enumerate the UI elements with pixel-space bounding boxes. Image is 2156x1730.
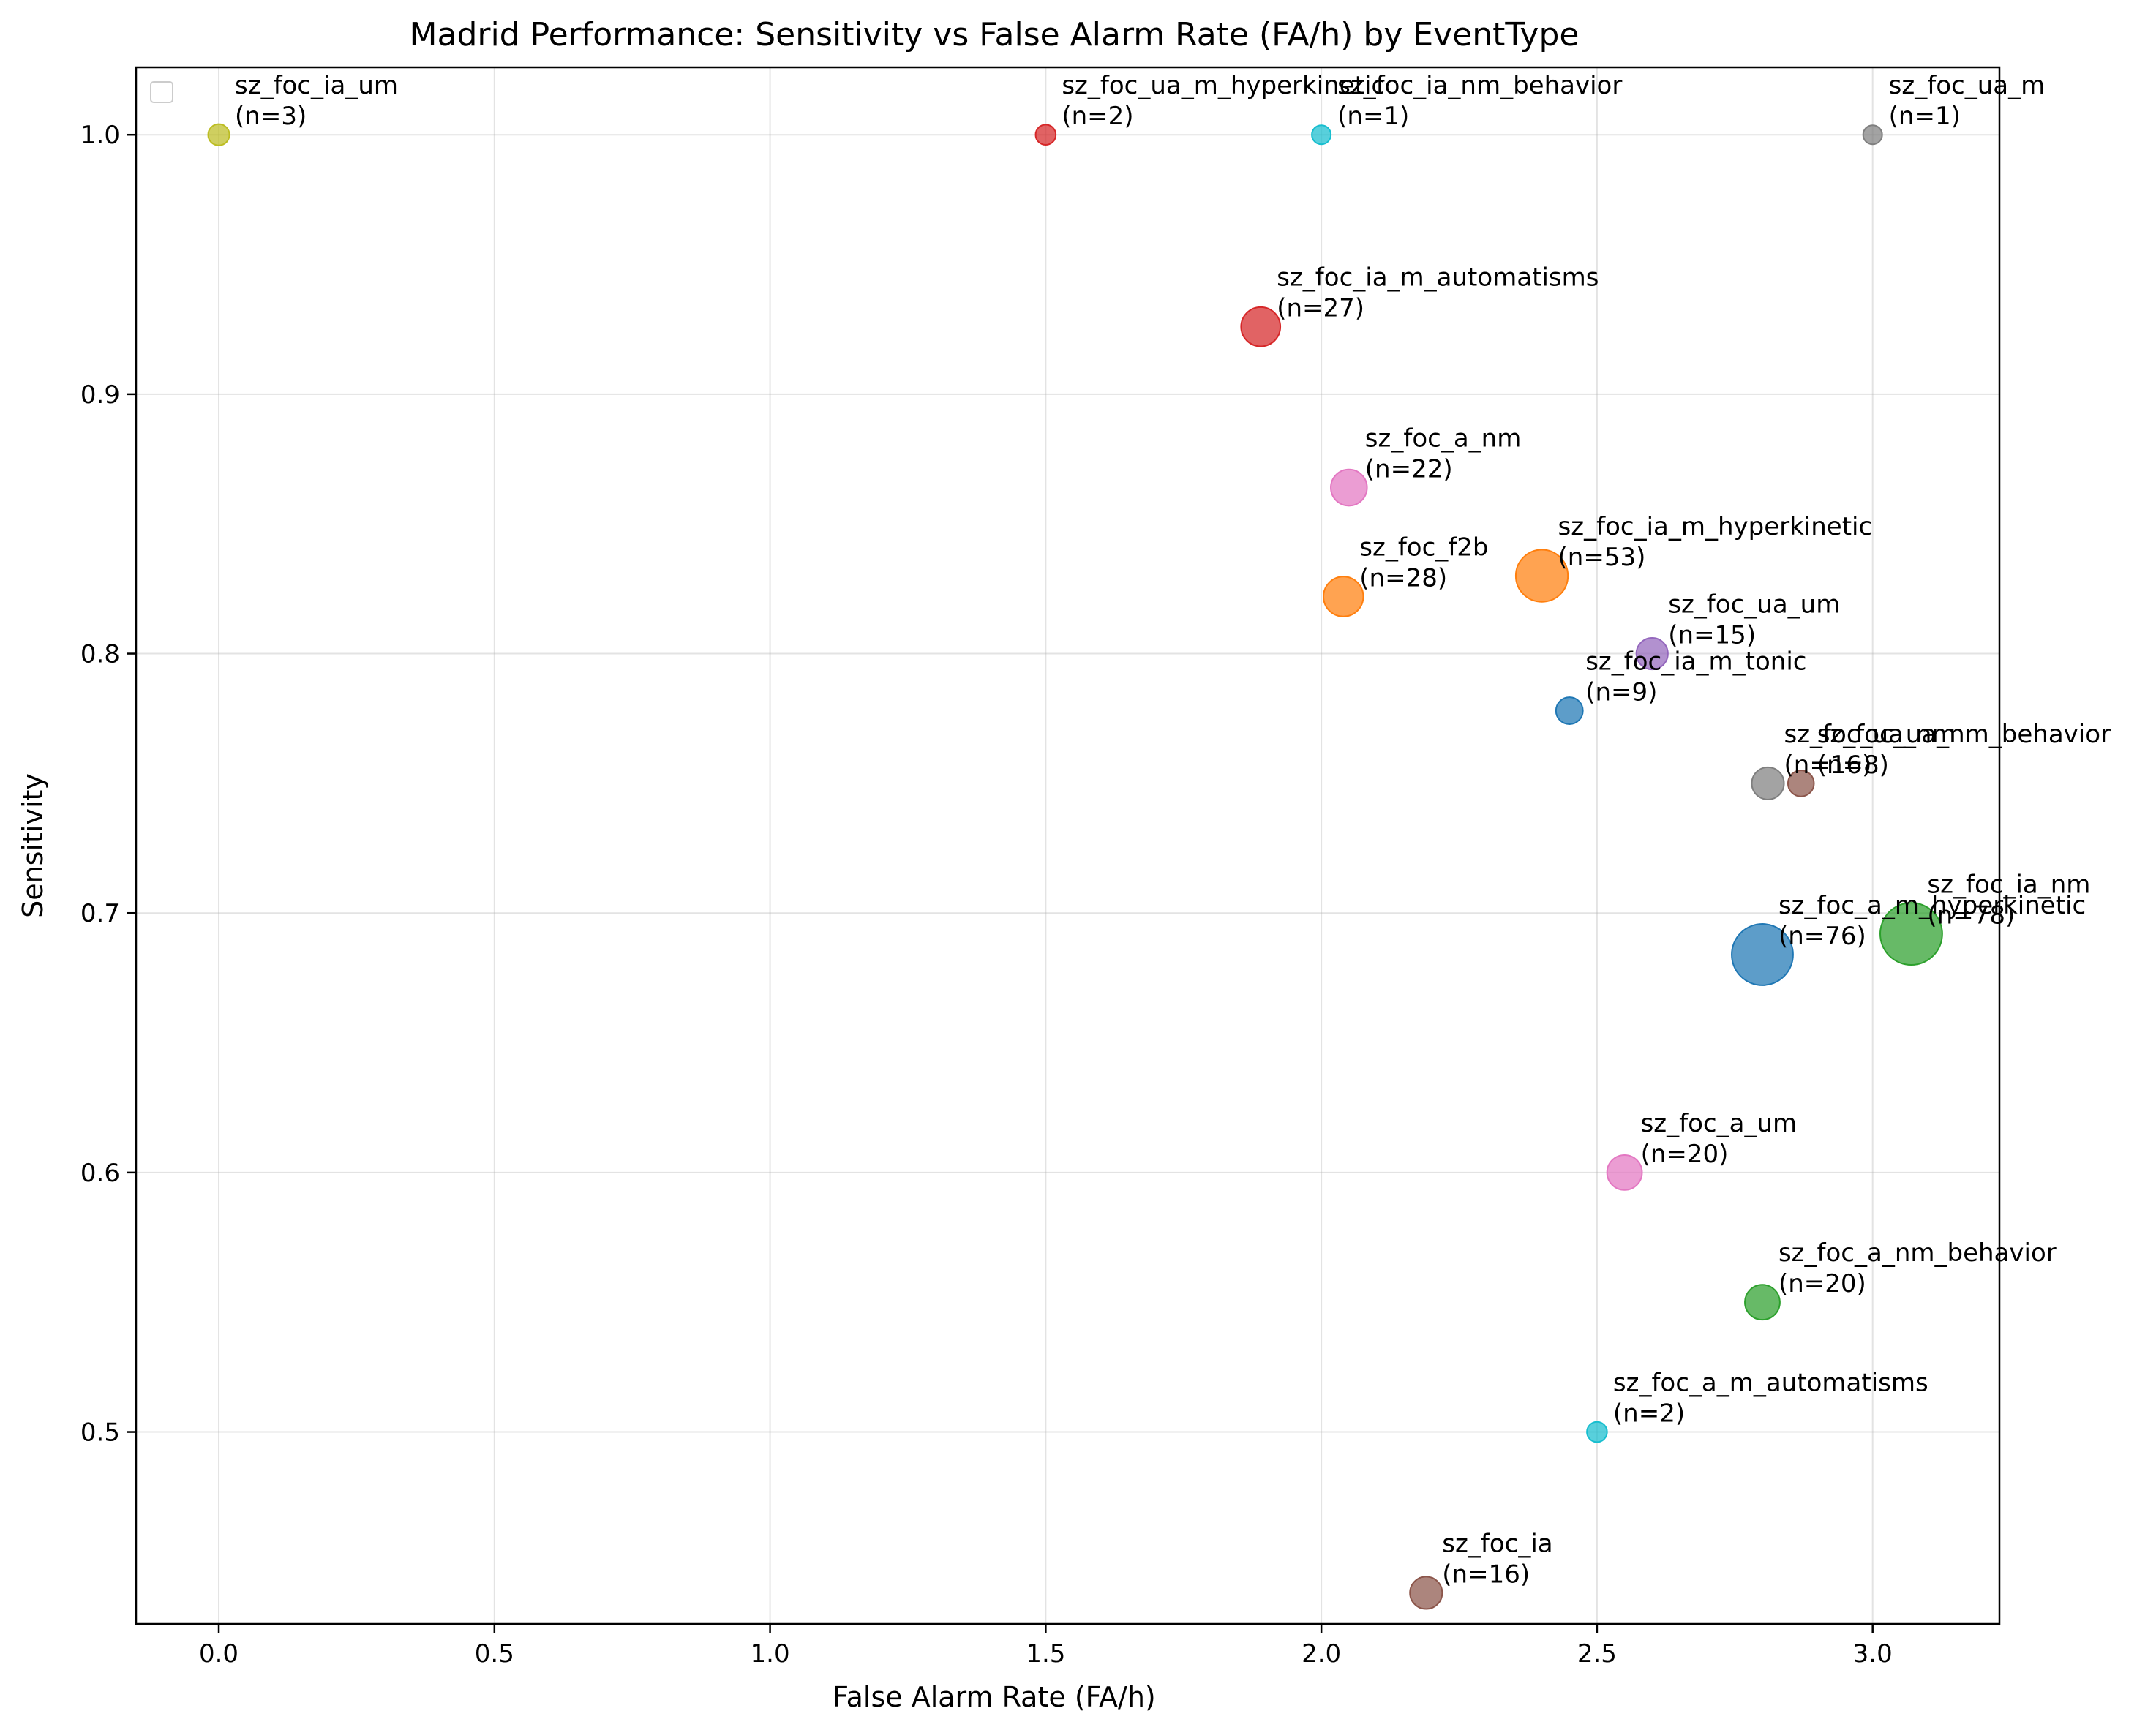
point-count-label: (n=22) [1365,455,1453,484]
data-point [1323,576,1364,617]
y-tick-label: 0.8 [80,640,120,669]
x-tick-label: 2.5 [1577,1639,1617,1669]
point-count-label: (n=16) [1442,1560,1530,1589]
point-label: sz_foc_a_m_hyperkinetic [1778,891,2086,920]
grid-lines [136,67,1999,1624]
point-label: sz_foc_a_nm_behavior [1778,1238,2057,1268]
y-axis-ticks: 0.5 0.6 0.7 0.8 0.9 1.0 [80,121,136,1448]
x-tick-label: 3.0 [1853,1639,1893,1669]
point-label: sz_foc_ua_nm_behavior [1817,720,2111,749]
point-label: sz_foc_ia_m_automatisms [1277,263,1599,293]
data-point [1409,1576,1443,1610]
x-tick-label: 2.0 [1302,1639,1341,1669]
x-tick-label: 1.5 [1026,1639,1065,1669]
data-point [1034,124,1057,146]
point-count-label: (n=15) [1668,621,1756,650]
data-point [1862,124,1883,146]
y-tick-label: 0.6 [80,1159,120,1188]
y-tick-label: 0.9 [80,380,120,410]
point-count-label: (n=27) [1277,294,1364,323]
point-label: sz_foc_f2b [1359,533,1488,563]
data-point [1311,124,1332,146]
point-count-label: (n=16) [1784,751,1872,780]
point-label: sz_foc_ua_m_hyperkinetic [1062,71,1385,100]
data-point [1606,1154,1643,1191]
data-point [1744,1284,1781,1321]
data-point [1731,923,1794,986]
point-label: sz_foc_ua_nm [1784,720,1956,749]
data-point [1514,549,1569,603]
data-point [1240,306,1282,347]
point-count-label: (n=2) [1613,1399,1685,1429]
point-label: sz_foc_a_nm [1365,424,1522,454]
point-label: sz_foc_ia_m_tonic [1585,647,1806,677]
point-count-label: (n=3) [235,102,307,131]
point-count-label: (n=53) [1558,543,1646,572]
point-label: sz_foc_ia_um [235,71,398,100]
point-count-label: (n=9) [1585,678,1657,707]
point-label: sz_foc_a_m_automatisms [1613,1369,1928,1398]
legend-box [150,81,173,103]
point-label: sz_foc_ua_um [1668,590,1840,620]
x-tick-label: 0.5 [475,1639,514,1669]
point-count-label: (n=20) [1778,1269,1866,1298]
y-tick-label: 0.5 [80,1418,120,1448]
data-point [1586,1421,1608,1443]
point-label: sz_foc_ua_m [1889,71,2046,100]
chart-title: Madrid Performance: Sensitivity vs False… [410,16,1580,53]
data-point [1787,770,1815,797]
data-point [1330,468,1368,507]
point-count-label: (n=78) [1927,901,2015,930]
point-count-label: (n=1) [1889,102,1961,131]
y-tick-label: 1.0 [80,121,120,150]
point-label: sz_foc_ia_nm_behavior [1337,71,1622,100]
point-count-label: (n=8) [1817,751,1889,780]
point-label: sz_foc_ia_m_hyperkinetic [1558,512,1873,541]
point-count-label: (n=20) [1641,1140,1729,1169]
data-point [1751,766,1785,800]
point-label: sz_foc_ia [1442,1529,1552,1558]
x-axis-ticks: 0.0 0.5 1.0 1.5 2.0 2.5 3.0 [199,1624,1893,1669]
data-point [207,123,230,146]
point-count-label: (n=76) [1778,922,1866,951]
x-tick-label: 1.0 [751,1639,790,1669]
data-point [1635,636,1669,671]
point-count-label: (n=1) [1337,102,1409,131]
x-axis-label: False Alarm Rate (FA/h) [833,1681,1155,1713]
point-count-label: (n=28) [1359,564,1447,593]
y-tick-label: 0.7 [80,899,120,928]
point-labels: sz_foc_ia_um(n=3) sz_foc_ua_m_hyperkineti… [235,71,2111,1589]
point-label: sz_foc_a_um [1641,1109,1798,1138]
y-axis-label: Sensitivity [17,773,49,918]
point-count-label: (n=2) [1062,102,1133,131]
data-point [1555,696,1584,725]
plot-frame [135,66,2001,1625]
data-point [1879,902,1943,966]
x-tick-label: 0.0 [199,1639,238,1669]
data-points [207,123,1943,1610]
point-label: sz_foc_ia_nm [1927,870,2090,900]
